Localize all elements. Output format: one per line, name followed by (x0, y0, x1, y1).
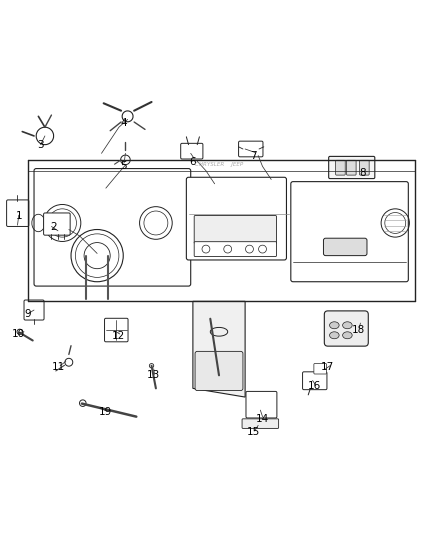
FancyBboxPatch shape (324, 311, 368, 346)
Text: 2: 2 (50, 222, 57, 232)
FancyBboxPatch shape (105, 318, 128, 342)
Text: 17: 17 (321, 361, 335, 372)
FancyBboxPatch shape (303, 372, 327, 390)
FancyBboxPatch shape (44, 213, 70, 235)
Ellipse shape (343, 332, 352, 339)
FancyBboxPatch shape (246, 391, 277, 418)
Text: 8: 8 (359, 168, 366, 178)
Text: CHRYSLER    JEEP: CHRYSLER JEEP (195, 161, 243, 167)
Ellipse shape (329, 332, 339, 339)
FancyBboxPatch shape (181, 143, 203, 159)
FancyBboxPatch shape (7, 200, 29, 227)
Text: 1: 1 (15, 212, 22, 221)
Text: 12: 12 (112, 331, 126, 341)
Text: 6: 6 (190, 157, 196, 167)
FancyBboxPatch shape (194, 215, 276, 244)
Text: 4: 4 (120, 118, 127, 128)
FancyBboxPatch shape (323, 238, 367, 256)
FancyBboxPatch shape (24, 300, 44, 320)
Text: 11: 11 (51, 361, 64, 372)
FancyBboxPatch shape (194, 241, 276, 256)
Ellipse shape (329, 322, 339, 329)
Text: 16: 16 (308, 381, 321, 391)
Text: 15: 15 (247, 427, 261, 437)
FancyBboxPatch shape (328, 156, 375, 179)
Text: 19: 19 (99, 407, 113, 417)
FancyBboxPatch shape (34, 168, 191, 286)
FancyBboxPatch shape (346, 160, 356, 175)
Text: 18: 18 (352, 325, 365, 335)
Text: 5: 5 (120, 161, 127, 172)
Text: 14: 14 (256, 414, 269, 424)
FancyBboxPatch shape (186, 177, 286, 260)
Ellipse shape (343, 322, 352, 329)
Text: 7: 7 (251, 150, 257, 160)
FancyBboxPatch shape (336, 160, 345, 175)
Text: 3: 3 (37, 140, 44, 150)
FancyBboxPatch shape (195, 351, 243, 391)
FancyBboxPatch shape (291, 182, 408, 282)
Text: 10: 10 (12, 329, 25, 339)
FancyBboxPatch shape (360, 160, 369, 175)
Text: 13: 13 (147, 370, 160, 381)
FancyBboxPatch shape (314, 364, 326, 374)
Polygon shape (193, 301, 245, 397)
Text: 9: 9 (24, 309, 31, 319)
FancyBboxPatch shape (239, 141, 263, 157)
FancyBboxPatch shape (242, 419, 279, 429)
